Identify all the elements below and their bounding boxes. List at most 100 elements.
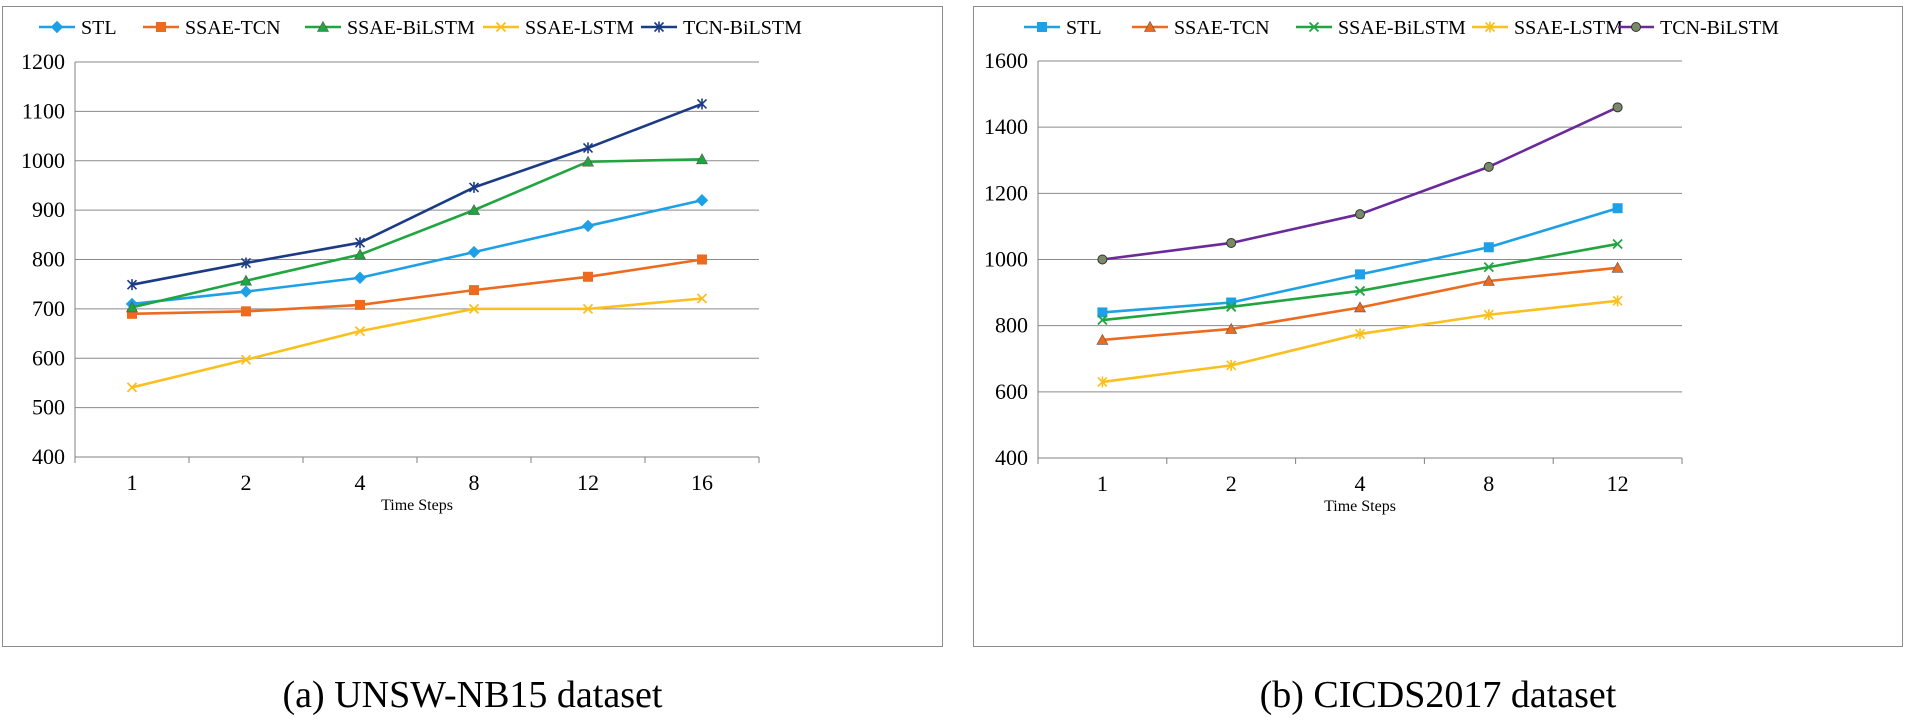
x-tick-label: 4 — [355, 470, 366, 495]
series-line — [131, 102, 703, 286]
legend-item: SSAE-BiLSTM — [305, 17, 475, 39]
legend-label: TCN-BiLSTM — [683, 17, 802, 39]
data-point — [1354, 328, 1366, 340]
data-point — [582, 303, 594, 315]
data-point — [581, 219, 595, 233]
caption-unsw-nb15: (a) UNSW-NB15 dataset — [282, 674, 663, 716]
x-tick-label: 2 — [241, 470, 252, 495]
data-point — [126, 382, 138, 393]
data-point — [469, 285, 479, 296]
data-point — [696, 98, 708, 110]
legend-marker — [1037, 22, 1047, 32]
y-tick-label: 800 — [32, 247, 65, 272]
x-tick-label: 12 — [1607, 471, 1629, 496]
data-point — [1483, 261, 1494, 273]
legend-item: STL — [1024, 17, 1102, 39]
data-point — [240, 257, 252, 269]
data-point — [1483, 309, 1494, 321]
data-point — [467, 204, 481, 215]
y-tick-label: 600 — [995, 379, 1028, 404]
legend-item: TCN-BiLSTM — [641, 17, 802, 39]
legend-marker — [1143, 20, 1157, 32]
data-point — [1483, 242, 1494, 253]
series-line — [131, 297, 703, 389]
x-axis-title: Time Steps — [1324, 498, 1396, 515]
y-tick-label: 800 — [995, 313, 1028, 338]
legend-label: SSAE-BiLSTM — [347, 17, 475, 39]
y-tick-label: 1200 — [21, 49, 65, 74]
data-point — [1612, 203, 1623, 214]
x-tick-label: 12 — [577, 470, 599, 495]
legend-item: SSAE-LSTM — [483, 17, 634, 39]
data-point — [1611, 261, 1624, 273]
series-line — [131, 198, 703, 306]
data-point — [353, 271, 367, 284]
legend-marker — [156, 22, 166, 32]
x-tick-label: 16 — [691, 470, 713, 495]
data-point — [1612, 295, 1623, 307]
legend-item: SSAE-BiLSTM — [1296, 17, 1466, 39]
y-tick-label: 1000 — [984, 247, 1028, 272]
data-point — [1226, 237, 1237, 248]
y-tick-label: 400 — [995, 445, 1028, 470]
data-point — [1096, 333, 1109, 345]
data-point — [1097, 376, 1108, 388]
x-tick-label: 8 — [469, 470, 480, 495]
legend-label: SSAE-TCN — [1174, 17, 1270, 39]
data-point — [583, 271, 593, 282]
data-point — [1482, 274, 1495, 286]
data-point — [241, 306, 251, 317]
series-ssae-bilstm — [1097, 238, 1623, 326]
x-tick-label: 1 — [1097, 471, 1108, 496]
legend-label: SSAE-TCN — [185, 17, 281, 39]
data-point — [1097, 254, 1108, 265]
data-point — [353, 248, 367, 260]
legend-label: SSAE-LSTM — [525, 17, 634, 39]
series-ssae-lstm — [1097, 295, 1623, 388]
legend-item: SSAE-TCN — [143, 17, 281, 39]
legend-marker — [316, 20, 330, 32]
y-tick-label: 700 — [32, 296, 65, 321]
x-tick-label: 2 — [1226, 471, 1237, 496]
data-point — [1097, 307, 1108, 318]
y-tick-label: 1100 — [22, 98, 65, 123]
series-line — [131, 258, 703, 316]
y-tick-label: 600 — [32, 345, 65, 370]
data-point — [355, 299, 365, 310]
x-axis-title: Time Steps — [381, 497, 453, 514]
data-point — [1353, 301, 1367, 313]
legend-item: SSAE-TCN — [1132, 17, 1270, 39]
series-stl — [125, 194, 709, 311]
data-point — [1226, 301, 1237, 312]
data-point — [582, 142, 594, 154]
data-point — [1354, 285, 1366, 297]
legend-label: SSAE-LSTM — [1514, 17, 1623, 39]
data-point — [581, 155, 595, 167]
legend-item: STL — [39, 17, 117, 39]
legend-marker — [1308, 21, 1320, 33]
legend-marker — [50, 20, 64, 34]
data-point — [1226, 359, 1237, 371]
legend-marker — [495, 21, 507, 33]
data-point — [240, 354, 252, 365]
x-tick-label: 8 — [1483, 471, 1494, 496]
series-line — [131, 157, 703, 309]
legend-marker — [653, 21, 665, 33]
x-tick-label: 4 — [1355, 471, 1366, 496]
series-ssae-tcn — [1096, 261, 1624, 345]
y-tick-label: 500 — [32, 395, 65, 420]
data-point — [1225, 322, 1238, 334]
data-point — [468, 181, 480, 193]
series-line — [1102, 106, 1619, 261]
legend-label: TCN-BiLSTM — [1660, 17, 1779, 39]
data-point — [1483, 161, 1494, 172]
series-tcn-bilstm — [126, 98, 708, 291]
series-line — [1102, 206, 1618, 314]
data-point — [126, 279, 138, 291]
data-point — [1612, 102, 1623, 113]
x-tick-label: 1 — [127, 470, 138, 495]
y-tick-label: 1000 — [21, 148, 65, 173]
series-stl — [1097, 203, 1623, 318]
